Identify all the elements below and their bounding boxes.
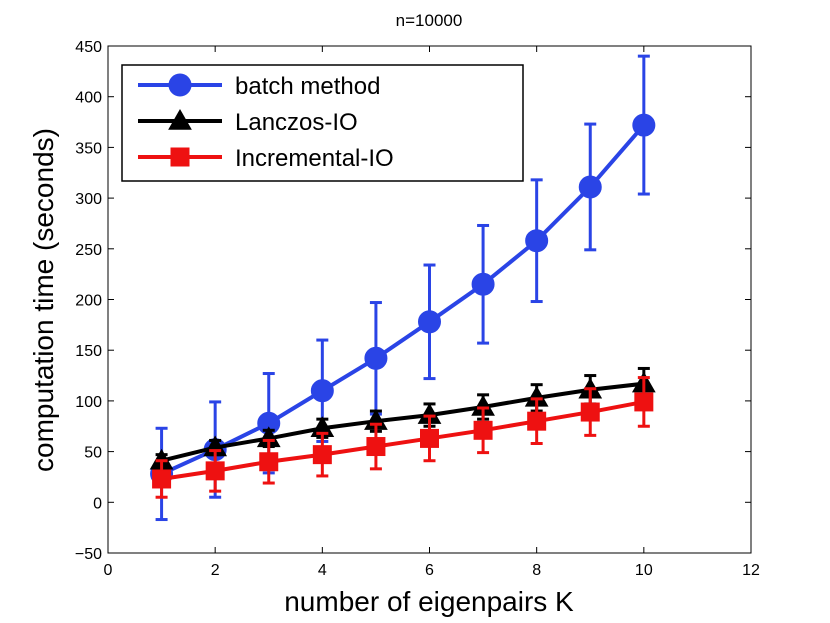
data-point	[312, 445, 332, 465]
data-point	[473, 420, 493, 440]
data-point	[580, 402, 600, 422]
legend-label: batch method	[235, 73, 380, 100]
y-tick-label: 200	[75, 293, 102, 310]
series-incremental-io	[152, 376, 654, 499]
y-tick-label: 100	[75, 394, 102, 411]
legend-marker	[170, 147, 190, 167]
data-point	[152, 469, 172, 489]
data-point	[310, 379, 334, 403]
data-point	[527, 411, 547, 431]
legend-label: Incremental-IO	[235, 145, 394, 172]
data-point	[471, 272, 495, 296]
x-axis-label: number of eigenpairs K	[284, 586, 574, 617]
y-axis-label: computation time (seconds)	[28, 128, 59, 472]
x-tick-label: 6	[425, 562, 434, 579]
x-tick-label: 0	[104, 562, 113, 579]
chart-title: n=10000	[396, 11, 463, 30]
y-tick-label: 150	[75, 343, 102, 360]
data-point	[632, 113, 656, 137]
y-tick-label: 50	[84, 445, 102, 462]
y-tick-label: −50	[75, 546, 102, 563]
data-point	[418, 310, 441, 334]
series-line	[160, 123, 646, 476]
y-tick-label: 400	[75, 90, 102, 107]
data-point	[420, 428, 439, 448]
y-tick-label: 300	[75, 191, 102, 208]
data-point	[205, 461, 225, 481]
y-tick-label: 350	[75, 140, 102, 157]
series-line	[161, 381, 645, 463]
legend: batch method Lanczos-IO Incremental-IO	[121, 64, 524, 182]
data-point	[259, 452, 279, 472]
data-point	[525, 229, 549, 253]
data-point	[366, 437, 386, 457]
x-tick-label: 8	[532, 562, 541, 579]
series-line	[161, 399, 645, 481]
x-tick-label: 10	[635, 562, 653, 579]
y-tick-label: 250	[75, 242, 102, 259]
legend-label: Lanczos-IO	[235, 109, 358, 136]
legend-marker	[168, 73, 192, 97]
data-point	[578, 175, 602, 199]
x-tick-label: 2	[211, 562, 220, 579]
data-point	[364, 346, 388, 370]
x-tick-label: 4	[318, 562, 327, 579]
legend-marker	[168, 108, 192, 130]
x-tick-label: 12	[742, 562, 760, 579]
y-tick-label: 450	[75, 39, 102, 56]
y-tick-label: 0	[93, 495, 102, 512]
data-point	[634, 392, 654, 412]
